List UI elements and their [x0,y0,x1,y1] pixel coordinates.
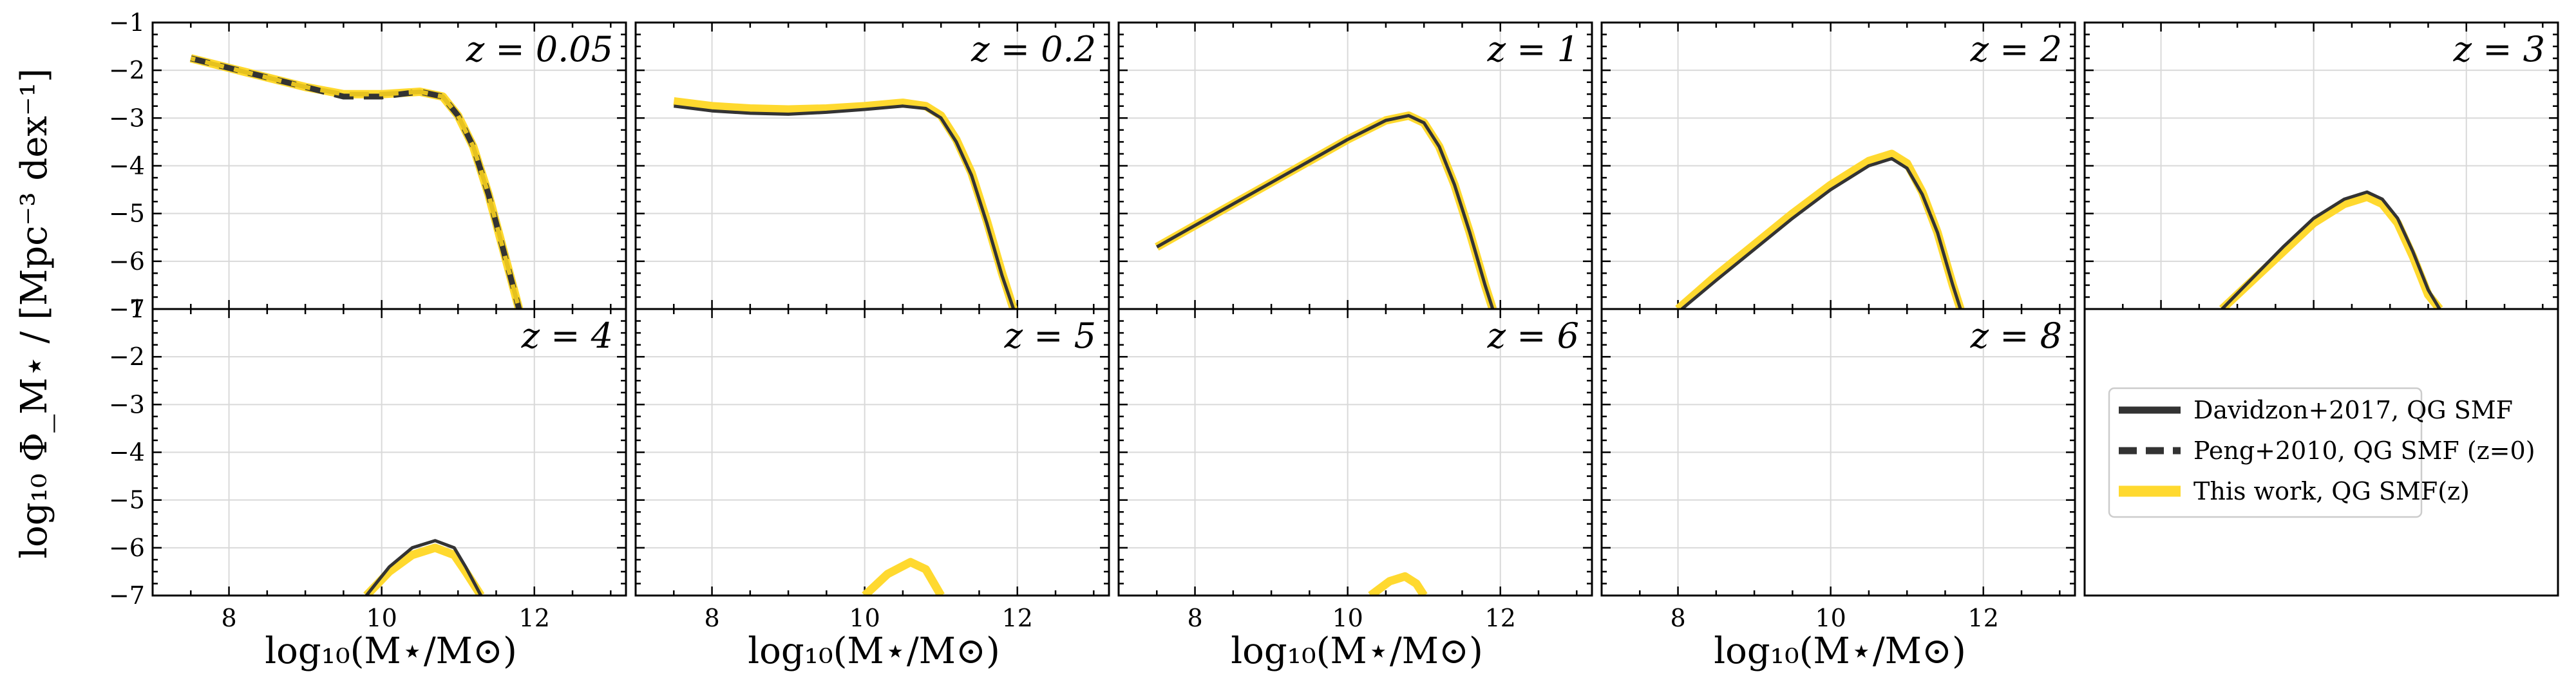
panel-7-xtick-label: 12 [1002,604,1033,632]
panel-6-ytick-label: −3 [109,390,145,418]
panel-6-xtick-label: 12 [519,604,550,632]
panel-7: z = 5 8 10 12 [634,308,1110,632]
panel-3-series-this-work-qg-smf-z [1155,111,1497,309]
panel-6: z = 4 8 10 12 −1 −2 −3 −4 −5 −6 −7 [109,295,627,632]
panel-1-ytick-label: −3 [109,104,145,132]
legend-label-this-work: This work, QG SMF(z) [2193,477,2470,505]
x-axis-title-4: log₁₀(M⋆/M⊙) [1714,630,1966,672]
x-axis-titles: log₁₀(M⋆/M⊙) log₁₀(M⋆/M⊙) log₁₀(M⋆/M⊙) l… [265,630,1966,672]
panel-9-xtick-label: 12 [1968,604,1999,632]
panel-4: z = 2 [1600,21,2076,310]
legend-box [2108,387,2423,518]
panel-8-frame [1117,308,1593,597]
panel-4-label: z = 2 [1970,29,2062,70]
panel-4-series-this-work-qg-smf-z [1675,149,1965,309]
panel-1-ytick-label: −4 [109,152,145,180]
panel-1-ytick-label: −6 [109,247,145,276]
x-axis-title-3: log₁₀(M⋆/M⊙) [1231,630,1483,672]
panel-3-label: z = 1 [1487,29,1579,70]
panel-6-xtick-label: 10 [366,604,397,632]
panel-6-series-davidzon-2017-qg-smf [365,539,483,596]
panel-6-ytick-label: −5 [109,486,145,514]
panel-9-label: z = 8 [1970,315,2062,356]
panel-8: z = 6 8 10 12 [1117,308,1593,632]
panel-8-xtick-label: 8 [1187,604,1202,632]
panel-9-xtick-label: 8 [1670,604,1685,632]
panel-8-label: z = 6 [1487,315,1579,356]
panel-1-ytick-label: −7 [109,295,145,323]
panel-4-series-davidzon-2017-qg-smf [1680,156,1962,309]
panel-1-label: z = 0.05 [466,29,613,70]
panel-5-series-this-work-qg-smf-z [2219,192,2443,309]
panel-7-series-this-work-qg-smf-z [862,558,945,596]
panel-2-series-this-work-qg-smf-z [673,97,1018,309]
panel-1-ytick-label: −5 [109,200,145,228]
panel-1-ytick-label: −2 [109,56,145,84]
panel-5: z = 3 [2083,21,2559,310]
panel-6-ytick-label: −6 [109,534,145,562]
panel-6-label: z = 4 [521,315,613,356]
panel-3: z = 1 [1117,21,1593,310]
panel-6-series-this-work-qg-smf-z [363,543,485,596]
panel-6-frame [151,308,627,597]
panel-1-series-peng-2010-qg-smf-z-0 [190,55,522,309]
panel-7-xtick-label: 8 [704,604,719,632]
panel-1: z = 0.05 −1 −2 −3 −4 −5 −6 −7 [109,8,627,323]
legend-label-davidzon: Davidzon+2017, QG SMF [2193,396,2513,424]
legend-panel-frame [2083,308,2559,597]
panel-2-series-davidzon-2017-qg-smf [673,104,1016,309]
x-axis-title-1: log₁₀(M⋆/M⊙) [265,630,517,672]
panel-5-series-davidzon-2017-qg-smf [2221,190,2441,309]
panel-2: z = 0.2 [634,21,1110,310]
panel-grid: z = 0.05 −1 −2 −3 −4 −5 −6 −7 z = 0.2 z = 1 z = 2 z… [109,8,2559,632]
panel-6-ytick-label: −1 [109,295,145,323]
panel-1-ytick-label: −1 [109,8,145,37]
panel-2-label: z = 0.2 [971,29,1096,70]
panel-7-xtick-label: 10 [849,604,880,632]
panel-6-ytick-label: −7 [109,581,145,610]
panel-5-label: z = 3 [2453,29,2545,70]
panel-9: z = 8 8 10 12 [1600,308,2076,632]
panel-8-xtick-label: 10 [1332,604,1363,632]
panel-3-series-davidzon-2017-qg-smf [1156,114,1495,309]
legend-panel: Davidzon+2017, QG SMF Peng+2010, QG SMF … [2083,308,2559,597]
panel-6-xtick-label: 8 [221,604,236,632]
panel-6-ytick-label: −4 [109,438,145,467]
panel-8-xtick-label: 12 [1485,604,1516,632]
panel-8-series-this-work-qg-smf-z [1368,572,1428,596]
panel-7-frame [634,308,1110,597]
panel-6-ytick-label: −2 [109,343,145,371]
panel-9-xtick-label: 10 [1815,604,1846,632]
legend-label-peng: Peng+2010, QG SMF (z=0) [2193,437,2535,465]
panel-7-label: z = 5 [1004,315,1096,356]
panel-9-frame [1600,308,2076,597]
y-axis-title: log₁₀ Φ_M⋆ / [Mpc⁻³ dex⁻¹] [14,68,55,559]
x-axis-title-2: log₁₀(M⋆/M⊙) [748,630,1000,672]
panel-1-series-overlay [190,56,522,309]
